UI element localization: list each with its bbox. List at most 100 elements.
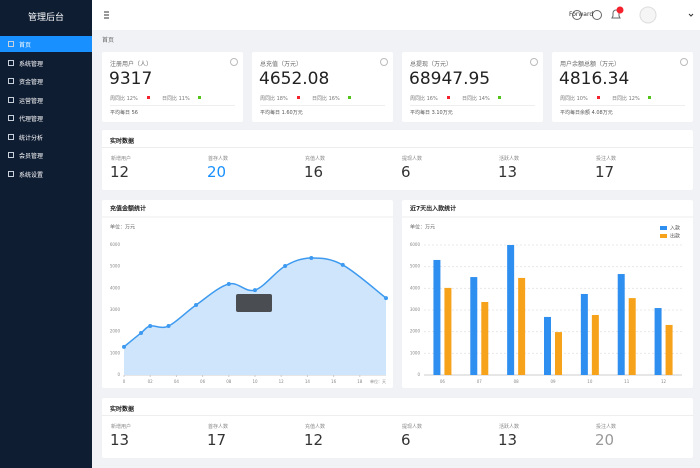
x-tick-label: 09 [550, 379, 556, 384]
panel: 实时数据 新增用户 12 首存人数 20 充值人数 16 提现人数 6 活跃人数 13 投注人数 17 [102, 130, 693, 190]
day-compare: 日同比 12% [612, 96, 640, 102]
bar [507, 245, 515, 375]
y-tick-label: 6000 [410, 242, 421, 247]
x-tick-label: 10 [587, 379, 593, 384]
menu-item[interactable]: 系统设置 [0, 166, 92, 182]
item-label: 提现人数 [402, 424, 423, 430]
stat-card: 注册用户（人） 9317 周同比 12% 日同比 11% 平均每日 56 [102, 52, 243, 122]
stat-title: 用户余额总额（万元） [560, 61, 621, 68]
menu-item[interactable]: 统计分析 [0, 129, 92, 145]
badge [616, 6, 624, 14]
menu-item[interactable]: 资金管理 [0, 73, 92, 89]
x-tick-label: 11 [624, 379, 630, 384]
point [139, 330, 144, 335]
menu-item[interactable]: 会员管理 [0, 147, 92, 163]
point [226, 282, 231, 286]
info-icon [380, 58, 388, 66]
legend-swatch [660, 234, 667, 238]
day-compare: 日同比 14% [462, 96, 490, 102]
x-tick-label: 06 [440, 379, 446, 384]
bar [628, 298, 636, 375]
up-arrow [498, 96, 501, 99]
user-name[interactable]: Forward [569, 11, 594, 18]
menu-item[interactable]: 代理管理 [0, 110, 92, 126]
menu-label: 运营管理 [19, 97, 44, 105]
item-label: 活跃人数 [499, 156, 520, 162]
menu-label: 会员管理 [19, 153, 44, 160]
y-axis-label: 单位：万元 [110, 224, 135, 231]
stat-card: 总充值（万元） 4652.08 周同比 18% 日同比 16% 平均每日 1.60万元 [252, 52, 393, 122]
day-compare: 日同比 16% [312, 96, 340, 102]
header-icons [104, 6, 694, 24]
menu-toggle[interactable] [104, 11, 109, 19]
x-tick-label: 10 [252, 379, 258, 384]
x-tick-label: 04 [174, 379, 180, 384]
x-tick-label: 08 [514, 379, 520, 384]
menu-icon [8, 78, 14, 84]
menu-item[interactable]: 运营管理 [0, 92, 92, 108]
point [253, 288, 257, 293]
help-icon[interactable] [592, 10, 602, 20]
item-value: 6 [401, 431, 411, 449]
x-tick-label: 12 [279, 379, 285, 384]
menu-icon [8, 115, 14, 121]
stat-value: 68947.95 [409, 69, 491, 89]
point [166, 324, 171, 329]
stat-title: 总提现（万元） [410, 61, 453, 68]
bar [591, 314, 599, 375]
up-arrow [198, 96, 201, 99]
week-compare: 周同比 18% [260, 96, 288, 102]
item-label: 投注人数 [596, 424, 617, 430]
x-tick-label: 18 [357, 379, 363, 384]
menu-label: 统计分析 [19, 134, 44, 142]
item-value: 12 [304, 431, 324, 449]
y-tick-label: 0 [117, 372, 120, 377]
item-label: 首存人数 [208, 156, 229, 162]
down-arrow [147, 96, 150, 99]
menu-label: 首页 [19, 42, 32, 49]
divider [260, 105, 385, 106]
divider [102, 147, 693, 148]
down-arrow [597, 96, 600, 99]
menu-icon [8, 41, 14, 47]
menu-label: 系统设置 [19, 171, 44, 179]
menu-icon [8, 133, 14, 140]
search-icon[interactable] [572, 10, 582, 20]
item-value: 20 [207, 163, 227, 181]
point [283, 264, 288, 269]
x-tick-label: 07 [477, 379, 483, 384]
point [122, 344, 126, 349]
avatar[interactable] [639, 6, 657, 24]
day-compare: 日同比 11% [162, 96, 190, 102]
menu-item[interactable]: 系统管理 [0, 55, 92, 71]
sidebar-title: 管理后台 [27, 13, 64, 23]
week-compare: 周同比 10% [560, 96, 588, 102]
item-value: 13 [498, 431, 518, 449]
menu-icon [8, 96, 14, 103]
stat-footer: 平均每日 3.10万元 [410, 110, 453, 116]
chart-card: 近7天出入款统计 单位：万元 0 1000 2000 3000 4000 5000 6000 06… [402, 200, 693, 388]
bar [518, 277, 526, 375]
bar [470, 277, 478, 375]
up-arrow [648, 96, 651, 99]
stat-value: 4652.08 [259, 69, 330, 89]
bar [617, 274, 625, 375]
menu-item[interactable]: 首页 [0, 36, 92, 52]
stat-value: 9317 [109, 69, 153, 89]
caret[interactable] [688, 13, 694, 17]
legend-label: 入款 [670, 225, 680, 232]
bar [481, 301, 489, 375]
bar [665, 324, 673, 375]
divider [102, 415, 693, 416]
bar [555, 332, 562, 375]
y-tick-label: 2000 [110, 329, 121, 334]
item-value: 17 [595, 163, 615, 181]
y-tick-label: 3000 [110, 307, 121, 312]
y-tick-label: 5000 [410, 264, 421, 269]
stat-title: 注册用户（人） [110, 61, 153, 68]
chart-title: 充值金额统计 [110, 205, 146, 213]
y-tick-label: 2000 [410, 329, 421, 334]
tooltip [236, 294, 272, 312]
x-tick-label: 14 [305, 379, 311, 384]
